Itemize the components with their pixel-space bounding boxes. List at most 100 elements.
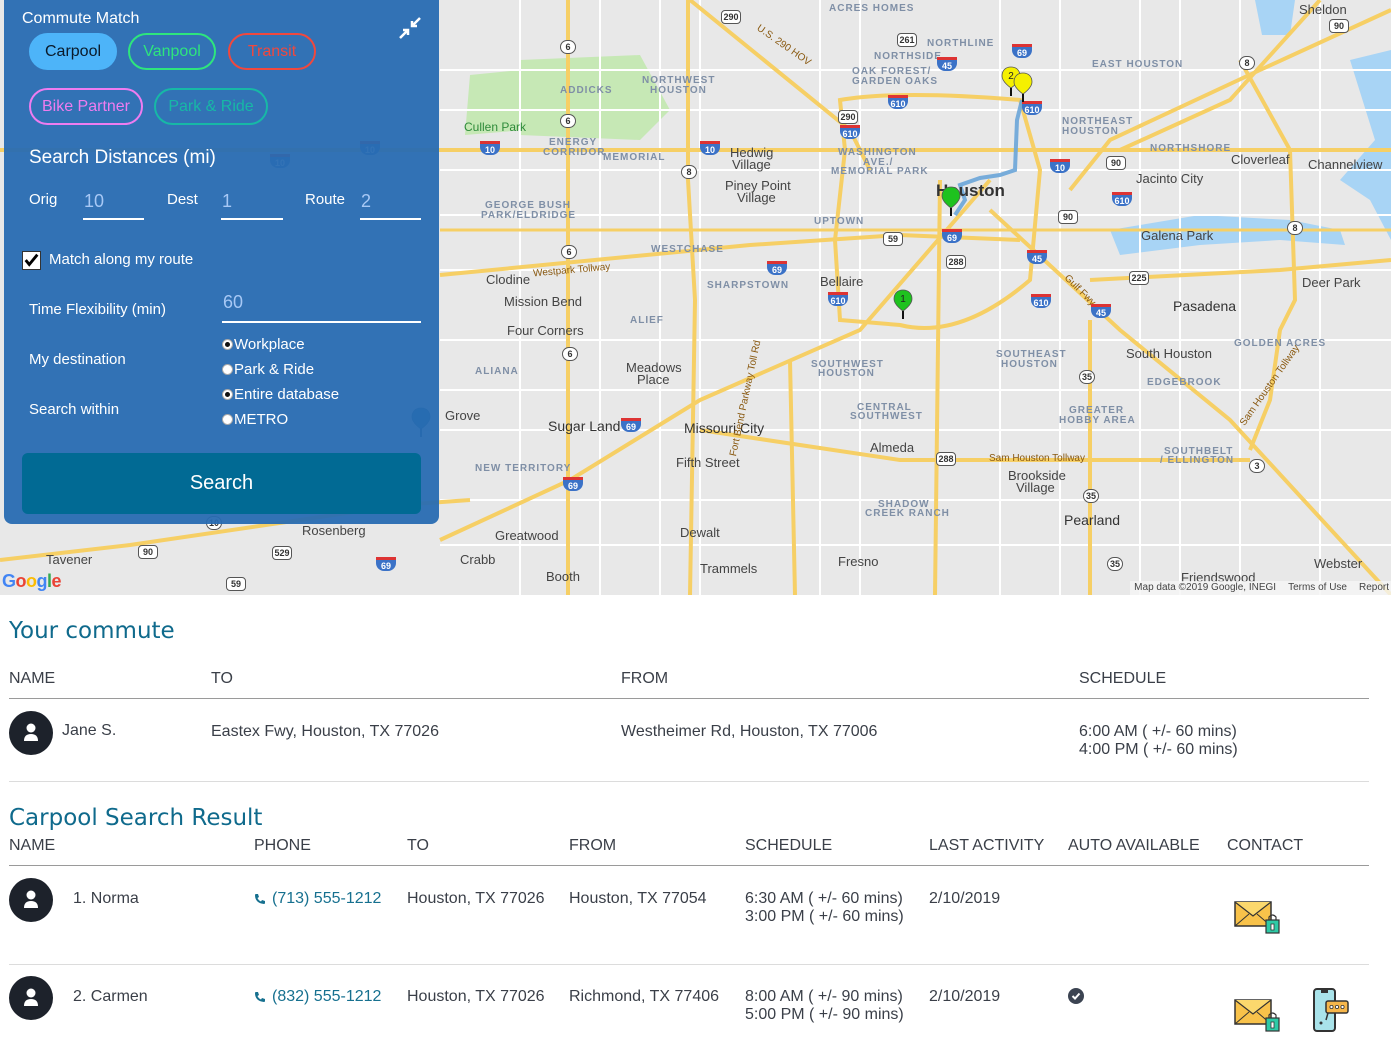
interstate-shield-icon: 69 <box>942 229 962 243</box>
mode-transit-button[interactable]: Transit <box>228 33 316 70</box>
sms-phone-icon[interactable] <box>1312 987 1350 1033</box>
col-header-auto-available: AUTO AVAILABLE <box>1068 837 1200 854</box>
map-attribution: Map data ©2019 Google, INEGI Terms of Us… <box>1130 581 1391 595</box>
report-link[interactable]: Report <box>1358 582 1389 593</box>
col-header-from: FROM <box>621 670 669 687</box>
col-header-schedule: SCHEDULE <box>1079 670 1167 687</box>
us-route-shield-icon: 90 <box>1058 210 1078 224</box>
map-label: Crabb <box>460 552 496 567</box>
map-label: Missouri City <box>684 420 765 436</box>
my-destination-label: My destination <box>29 351 126 368</box>
phone-icon <box>255 992 265 1002</box>
map-label: Four Corners <box>507 323 584 338</box>
time-flex-input[interactable] <box>222 288 421 323</box>
map-label: HOUSTON <box>818 368 875 379</box>
mode-vanpool-button[interactable]: Vanpool <box>128 33 216 70</box>
map-marker-origin[interactable] <box>941 186 961 216</box>
result-phone-link[interactable]: (832) 555-1212 <box>254 988 381 1006</box>
destination-option-park-ride[interactable]: Park & Ride <box>222 359 314 379</box>
state-route-shield-icon: 6 <box>562 347 578 361</box>
map-label: Clodine <box>486 272 531 287</box>
col-header-to: TO <box>211 670 233 687</box>
map-label: Mission Bend <box>504 294 583 309</box>
map-label: Hedwig <box>730 145 774 160</box>
collapse-arrows-icon[interactable] <box>399 17 421 39</box>
match-route-checkbox[interactable] <box>22 251 41 270</box>
interstate-shield-icon: 69 <box>376 557 396 571</box>
map-label: Tavener <box>46 552 93 567</box>
interstate-shield-icon: 69 <box>621 418 641 432</box>
map-label: HOUSTON <box>650 85 707 96</box>
state-route-shield-icon: 6 <box>560 40 576 54</box>
interstate-shield-icon: 45 <box>1091 304 1111 318</box>
search-within-option-entire-database[interactable]: Entire database <box>222 384 339 404</box>
map-label: SOUTHBELT <box>1164 446 1234 457</box>
avatar <box>9 976 53 1020</box>
dest-label: Dest <box>167 191 198 208</box>
col-header-phone: PHONE <box>254 837 311 854</box>
map-label: Brookside <box>1008 468 1066 483</box>
mode-park-ride-button[interactable]: Park & Ride <box>154 88 268 125</box>
radio-metro[interactable] <box>222 413 233 425</box>
us-route-shield-icon: 59 <box>226 577 246 591</box>
map-label: Village <box>1016 480 1055 495</box>
map-label: Dewalt <box>680 525 720 540</box>
col-header-last-activity: LAST ACTIVITY <box>929 837 1045 854</box>
map-roads <box>0 0 1391 595</box>
search-within-option-metro[interactable]: METRO <box>222 409 288 429</box>
map-label: ENERGY <box>549 137 598 148</box>
map-label: GOLDEN ACRES <box>1234 338 1327 349</box>
map-label: CENTRAL <box>857 402 912 413</box>
commute-name: Jane S. <box>62 722 117 739</box>
interstate-shield-icon: 69 <box>1012 44 1032 58</box>
orig-label: Orig <box>29 191 58 208</box>
route-distance-input[interactable] <box>360 188 421 220</box>
secure-email-icon[interactable] <box>1234 999 1280 1032</box>
header-divider <box>9 698 1369 699</box>
destination-option-workplace[interactable]: Workplace <box>222 334 305 354</box>
secure-email-icon[interactable] <box>1234 901 1280 934</box>
header-divider <box>9 865 1369 866</box>
orig-distance-input[interactable] <box>83 188 144 220</box>
result-last-activity: 2/10/2019 <box>929 988 1001 1005</box>
us-route-shield-icon: 59 <box>883 232 903 246</box>
search-button[interactable]: Search <box>22 453 421 514</box>
map-label: Almeda <box>870 440 915 455</box>
interstate-shield-icon: 69 <box>767 261 787 275</box>
terms-of-use-link[interactable]: Terms of Use <box>1288 582 1347 593</box>
user-icon <box>24 723 38 741</box>
map-marker-dest[interactable] <box>1013 72 1033 102</box>
radio-workplace[interactable] <box>222 338 233 350</box>
map-data-credit: Map data ©2019 Google, INEGI <box>1134 582 1277 593</box>
radio-park-ride[interactable] <box>222 363 233 375</box>
your-commute-heading: Your commute <box>9 618 175 644</box>
map-label: NORTHSIDE <box>874 51 942 62</box>
interstate-shield-icon: 610 <box>1022 101 1042 115</box>
result-phone-link[interactable]: (713) 555-1212 <box>254 890 381 908</box>
mode-carpool-button[interactable]: Carpool <box>29 33 117 70</box>
us-route-shield-icon: 90 <box>1329 19 1349 33</box>
map-label: Webster <box>1314 556 1363 571</box>
us-route-shield-icon: 90 <box>1106 156 1126 170</box>
dest-distance-input[interactable] <box>221 188 283 220</box>
map-label: Booth <box>546 569 580 584</box>
svg-text:1: 1 <box>900 294 906 305</box>
state-route-shield-icon: 6 <box>561 245 577 259</box>
interstate-shield-icon: 10 <box>700 141 720 155</box>
commute-match-panel: Commute Match Carpool Vanpool Transit Bi… <box>4 0 439 524</box>
col-header-contact: CONTACT <box>1227 837 1304 854</box>
interstate-shield-icon: 610 <box>888 95 908 109</box>
result-from: Houston, TX 77054 <box>569 890 707 907</box>
map-label: Channelview <box>1308 157 1383 172</box>
result-schedule-am: 6:30 AM ( +/- 60 mins) <box>745 890 903 907</box>
avatar <box>9 878 53 922</box>
map-marker-1[interactable]: 1 <box>893 289 913 319</box>
commute-from: Westheimer Rd, Houston, TX 77006 <box>621 723 878 740</box>
radio-entire-database[interactable] <box>222 388 233 400</box>
map-label: NEW TERRITORY <box>475 463 572 474</box>
map-label: GARDEN OAKS <box>852 76 939 87</box>
commute-schedule-pm: 4:00 PM ( +/- 60 mins) <box>1079 741 1238 758</box>
col-header-name: NAME <box>9 837 56 854</box>
state-route-shield-icon: 35 <box>1079 370 1095 384</box>
mode-bike-partner-button[interactable]: Bike Partner <box>29 88 143 125</box>
